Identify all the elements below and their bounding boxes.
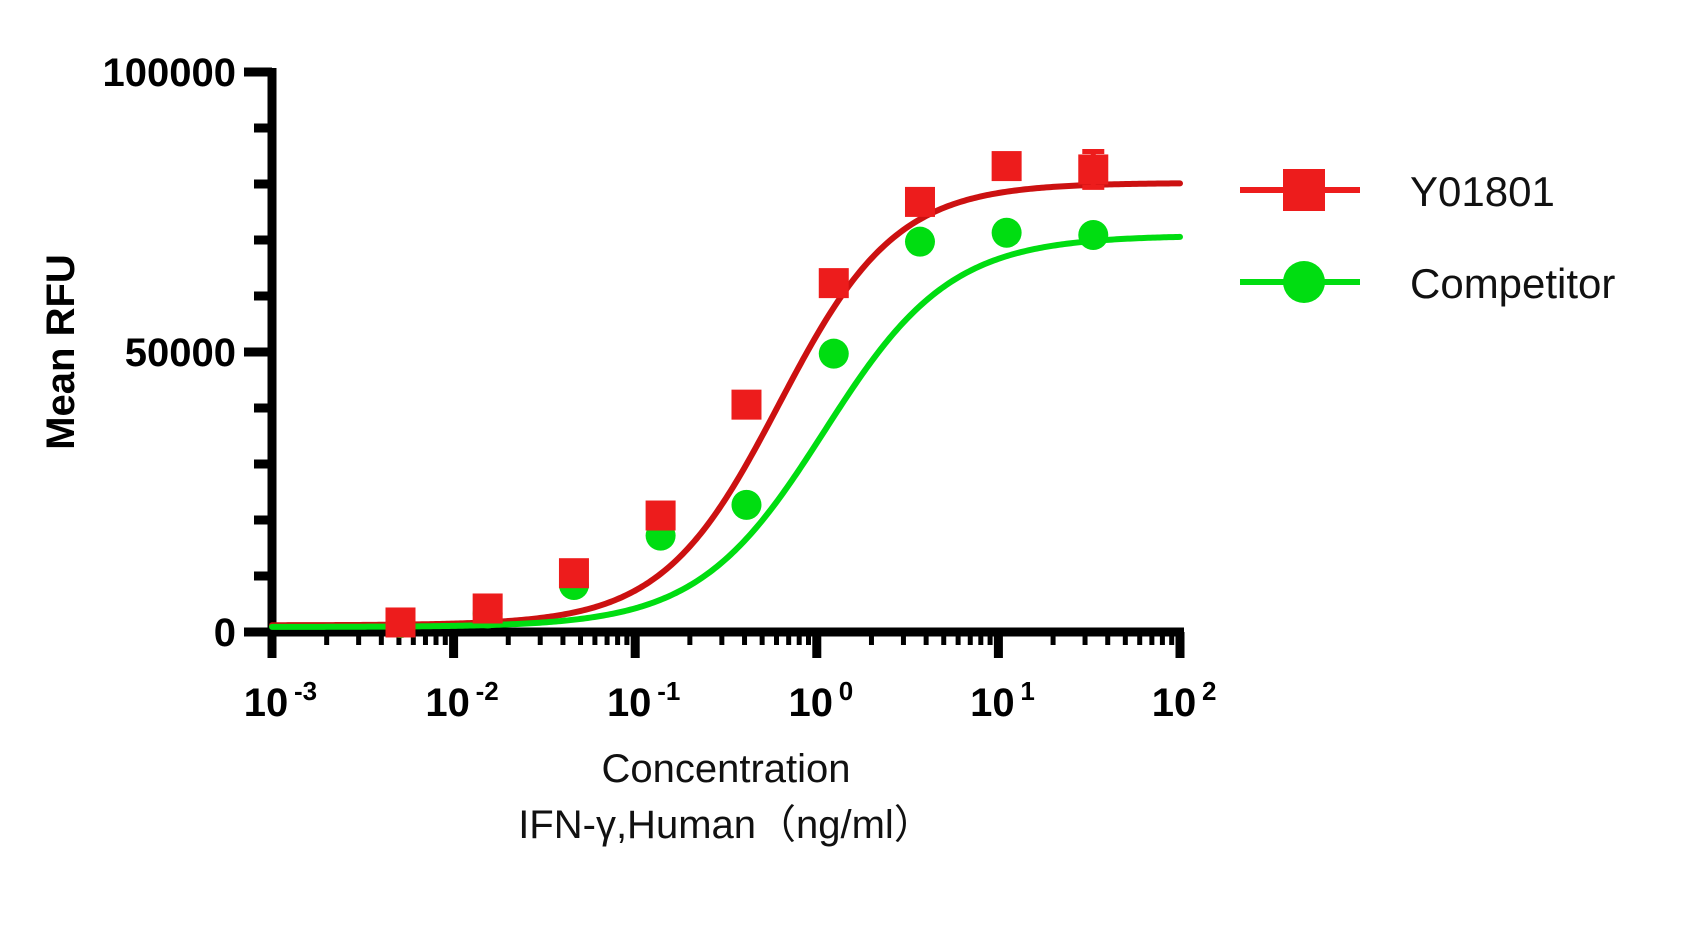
data-marker-circle — [991, 217, 1022, 248]
data-marker-square — [385, 607, 416, 638]
data-marker-square — [1078, 154, 1109, 185]
x-axis-title-line2: IFN-γ,Human（ng/ml） — [518, 803, 934, 847]
legend-label: Competitor — [1410, 260, 1615, 307]
data-marker-circle — [731, 489, 762, 520]
x-axis-tick-base: 10 — [970, 681, 1015, 725]
fit-curves — [269, 180, 1183, 630]
x-axis-tick-base: 10 — [789, 681, 834, 725]
x-axis-tick-exponent: -2 — [476, 676, 499, 706]
y-axis-tick-label: 50000 — [125, 331, 236, 375]
fit-curve-competitor — [269, 233, 1183, 630]
x-axis-tick-label: 10 -2 — [425, 676, 498, 725]
x-axis-title-group: Concentration IFN-γ,Human（ng/ml） — [518, 747, 934, 847]
x-axis-tick-label: 10 1 — [970, 676, 1035, 725]
x-axis-tick-label: 10 0 — [789, 676, 854, 725]
x-axis-tick-exponent: 1 — [1020, 676, 1034, 706]
x-axis-tick-base: 10 — [607, 681, 652, 725]
data-marker-circle — [818, 338, 849, 369]
series-y01801 — [385, 149, 1109, 638]
x-axis-tick-base: 10 — [1152, 681, 1197, 725]
legend-marker-square — [1283, 169, 1325, 211]
legend-marker-circle — [1283, 261, 1325, 303]
x-axis-tick-label: 10 2 — [1152, 676, 1217, 725]
x-axis-tick-exponent: 0 — [839, 676, 853, 706]
x-axis-tick-exponent: -1 — [657, 676, 680, 706]
y-axis-title: Mean RFU — [39, 254, 83, 450]
data-marker-square — [991, 151, 1022, 182]
data-marker-square — [645, 500, 676, 531]
legend-label: Y01801 — [1410, 168, 1555, 215]
x-axis-tick-base: 10 — [425, 681, 470, 725]
y-axis-title-group: Mean RFU — [39, 254, 83, 450]
x-axis-tick-exponent: -3 — [294, 676, 317, 706]
data-points — [385, 149, 1109, 639]
legend-item-y01801[interactable]: Y01801 — [1240, 168, 1555, 215]
data-marker-square — [558, 558, 589, 589]
data-marker-square — [472, 593, 503, 624]
x-axis-tick-label: 10 -1 — [607, 676, 680, 725]
data-marker-circle — [1078, 219, 1109, 250]
x-axis-tick-label: 10 -3 — [244, 676, 317, 725]
data-marker-square — [731, 389, 762, 420]
data-marker-circle — [904, 226, 935, 257]
data-marker-square — [818, 268, 849, 299]
x-axis-title-line1: Concentration — [601, 747, 850, 791]
y-axis-tick-label: 0 — [214, 611, 236, 655]
x-axis: 10 -3 10 -2 10 -1 10 0 10 1 10 2 — [244, 627, 1217, 725]
data-marker-square — [904, 186, 935, 217]
x-axis-tick-base: 10 — [244, 681, 289, 725]
y-axis-tick-label: 100000 — [103, 51, 236, 95]
legend-item-competitor[interactable]: Competitor — [1240, 260, 1615, 307]
legend: Y01801 Competitor — [1240, 168, 1615, 307]
y-axis: 0 50000 100000 — [103, 51, 277, 655]
x-axis-tick-exponent: 2 — [1202, 676, 1216, 706]
